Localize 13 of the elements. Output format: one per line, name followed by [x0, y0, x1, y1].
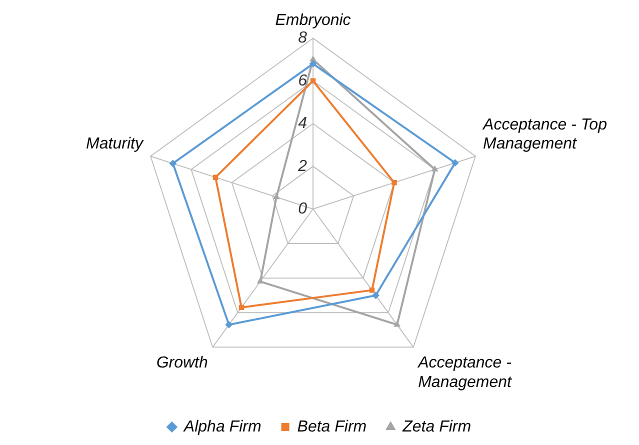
spoke-label: Embryonic: [275, 12, 351, 30]
spoke-label: Acceptance - Top Management: [482, 116, 608, 153]
y-tick-label: 2: [297, 158, 308, 175]
y-tick-label: 4: [298, 115, 308, 132]
legend-label: Beta Firm: [297, 418, 367, 436]
spoke-label: Maturity: [86, 136, 144, 153]
y-tick-label: 0: [298, 200, 308, 218]
spoke-label: Acceptance - Management: [417, 354, 512, 391]
spoke-label: Growth: [156, 354, 208, 372]
legend-label: Zeta Firm: [402, 418, 472, 436]
y-tick-label: 8: [298, 30, 308, 47]
y-tick-label: 6: [298, 72, 308, 90]
legend-label: Alpha Firm: [182, 418, 262, 436]
